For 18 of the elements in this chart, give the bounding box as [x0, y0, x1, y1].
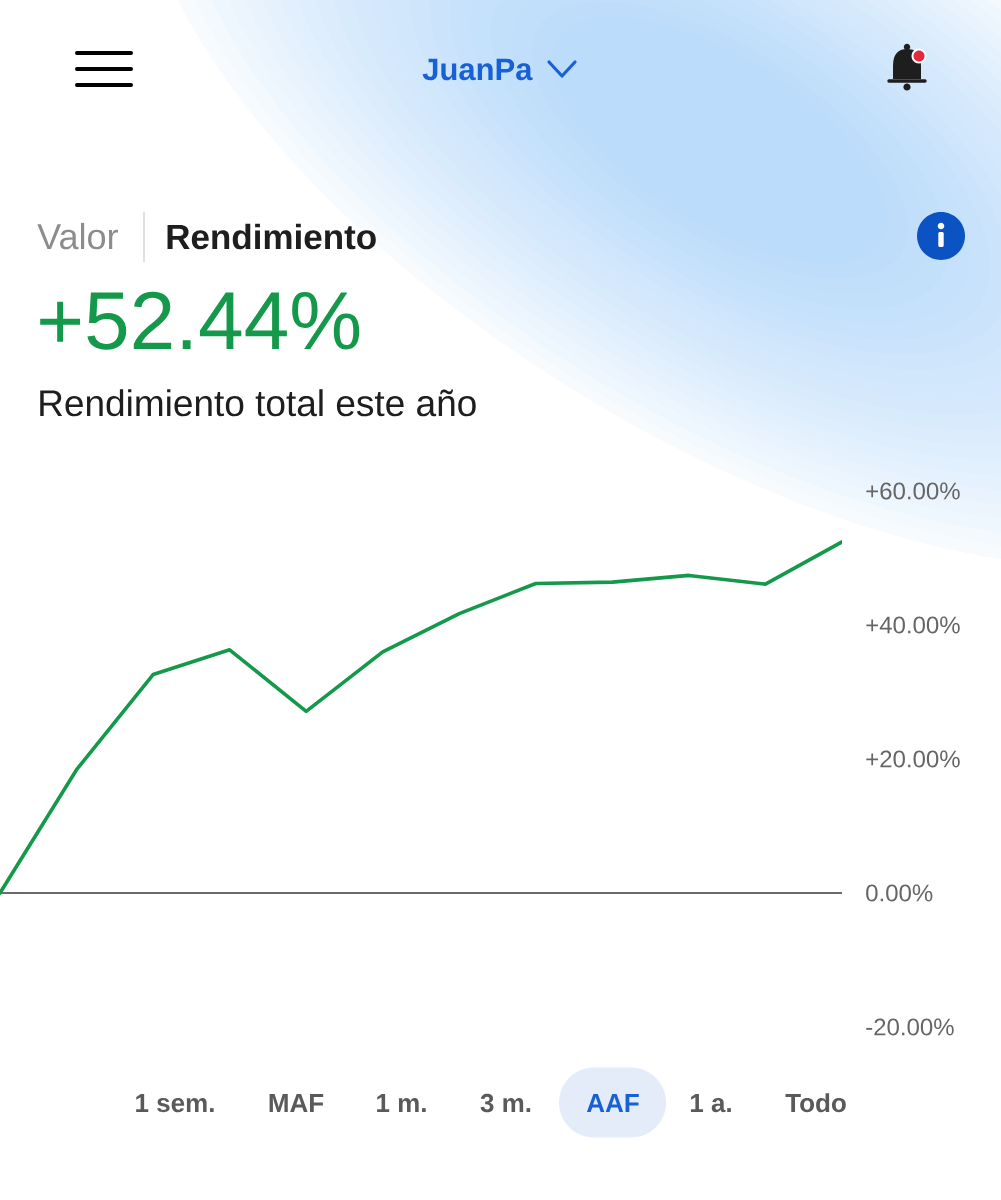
text: Todo	[785, 1093, 846, 1113]
y-tick-label: +60.00%	[866, 482, 960, 500]
chart-subtitle: Rendimiento total este año	[40, 389, 476, 417]
y-tick-label: 0.00%	[866, 884, 933, 902]
text: Rendimiento	[167, 223, 376, 250]
y-tick-label: -20.00%	[866, 1018, 954, 1036]
text: 3 m.	[480, 1093, 531, 1113]
text: 1 m.	[377, 1094, 426, 1112]
text: MAF	[269, 1094, 324, 1112]
chart-title: +52.44%	[40, 291, 360, 350]
line-series	[0, 540, 842, 895]
text: AAF	[586, 1094, 639, 1112]
y-tick-label: +40.00%	[866, 616, 960, 634]
text: Valor	[37, 222, 118, 250]
text: JuanPa	[422, 58, 533, 81]
text: 1 sem.	[136, 1094, 214, 1113]
text: 1 a.	[690, 1094, 731, 1113]
y-tick-label: +20.00%	[866, 750, 960, 768]
